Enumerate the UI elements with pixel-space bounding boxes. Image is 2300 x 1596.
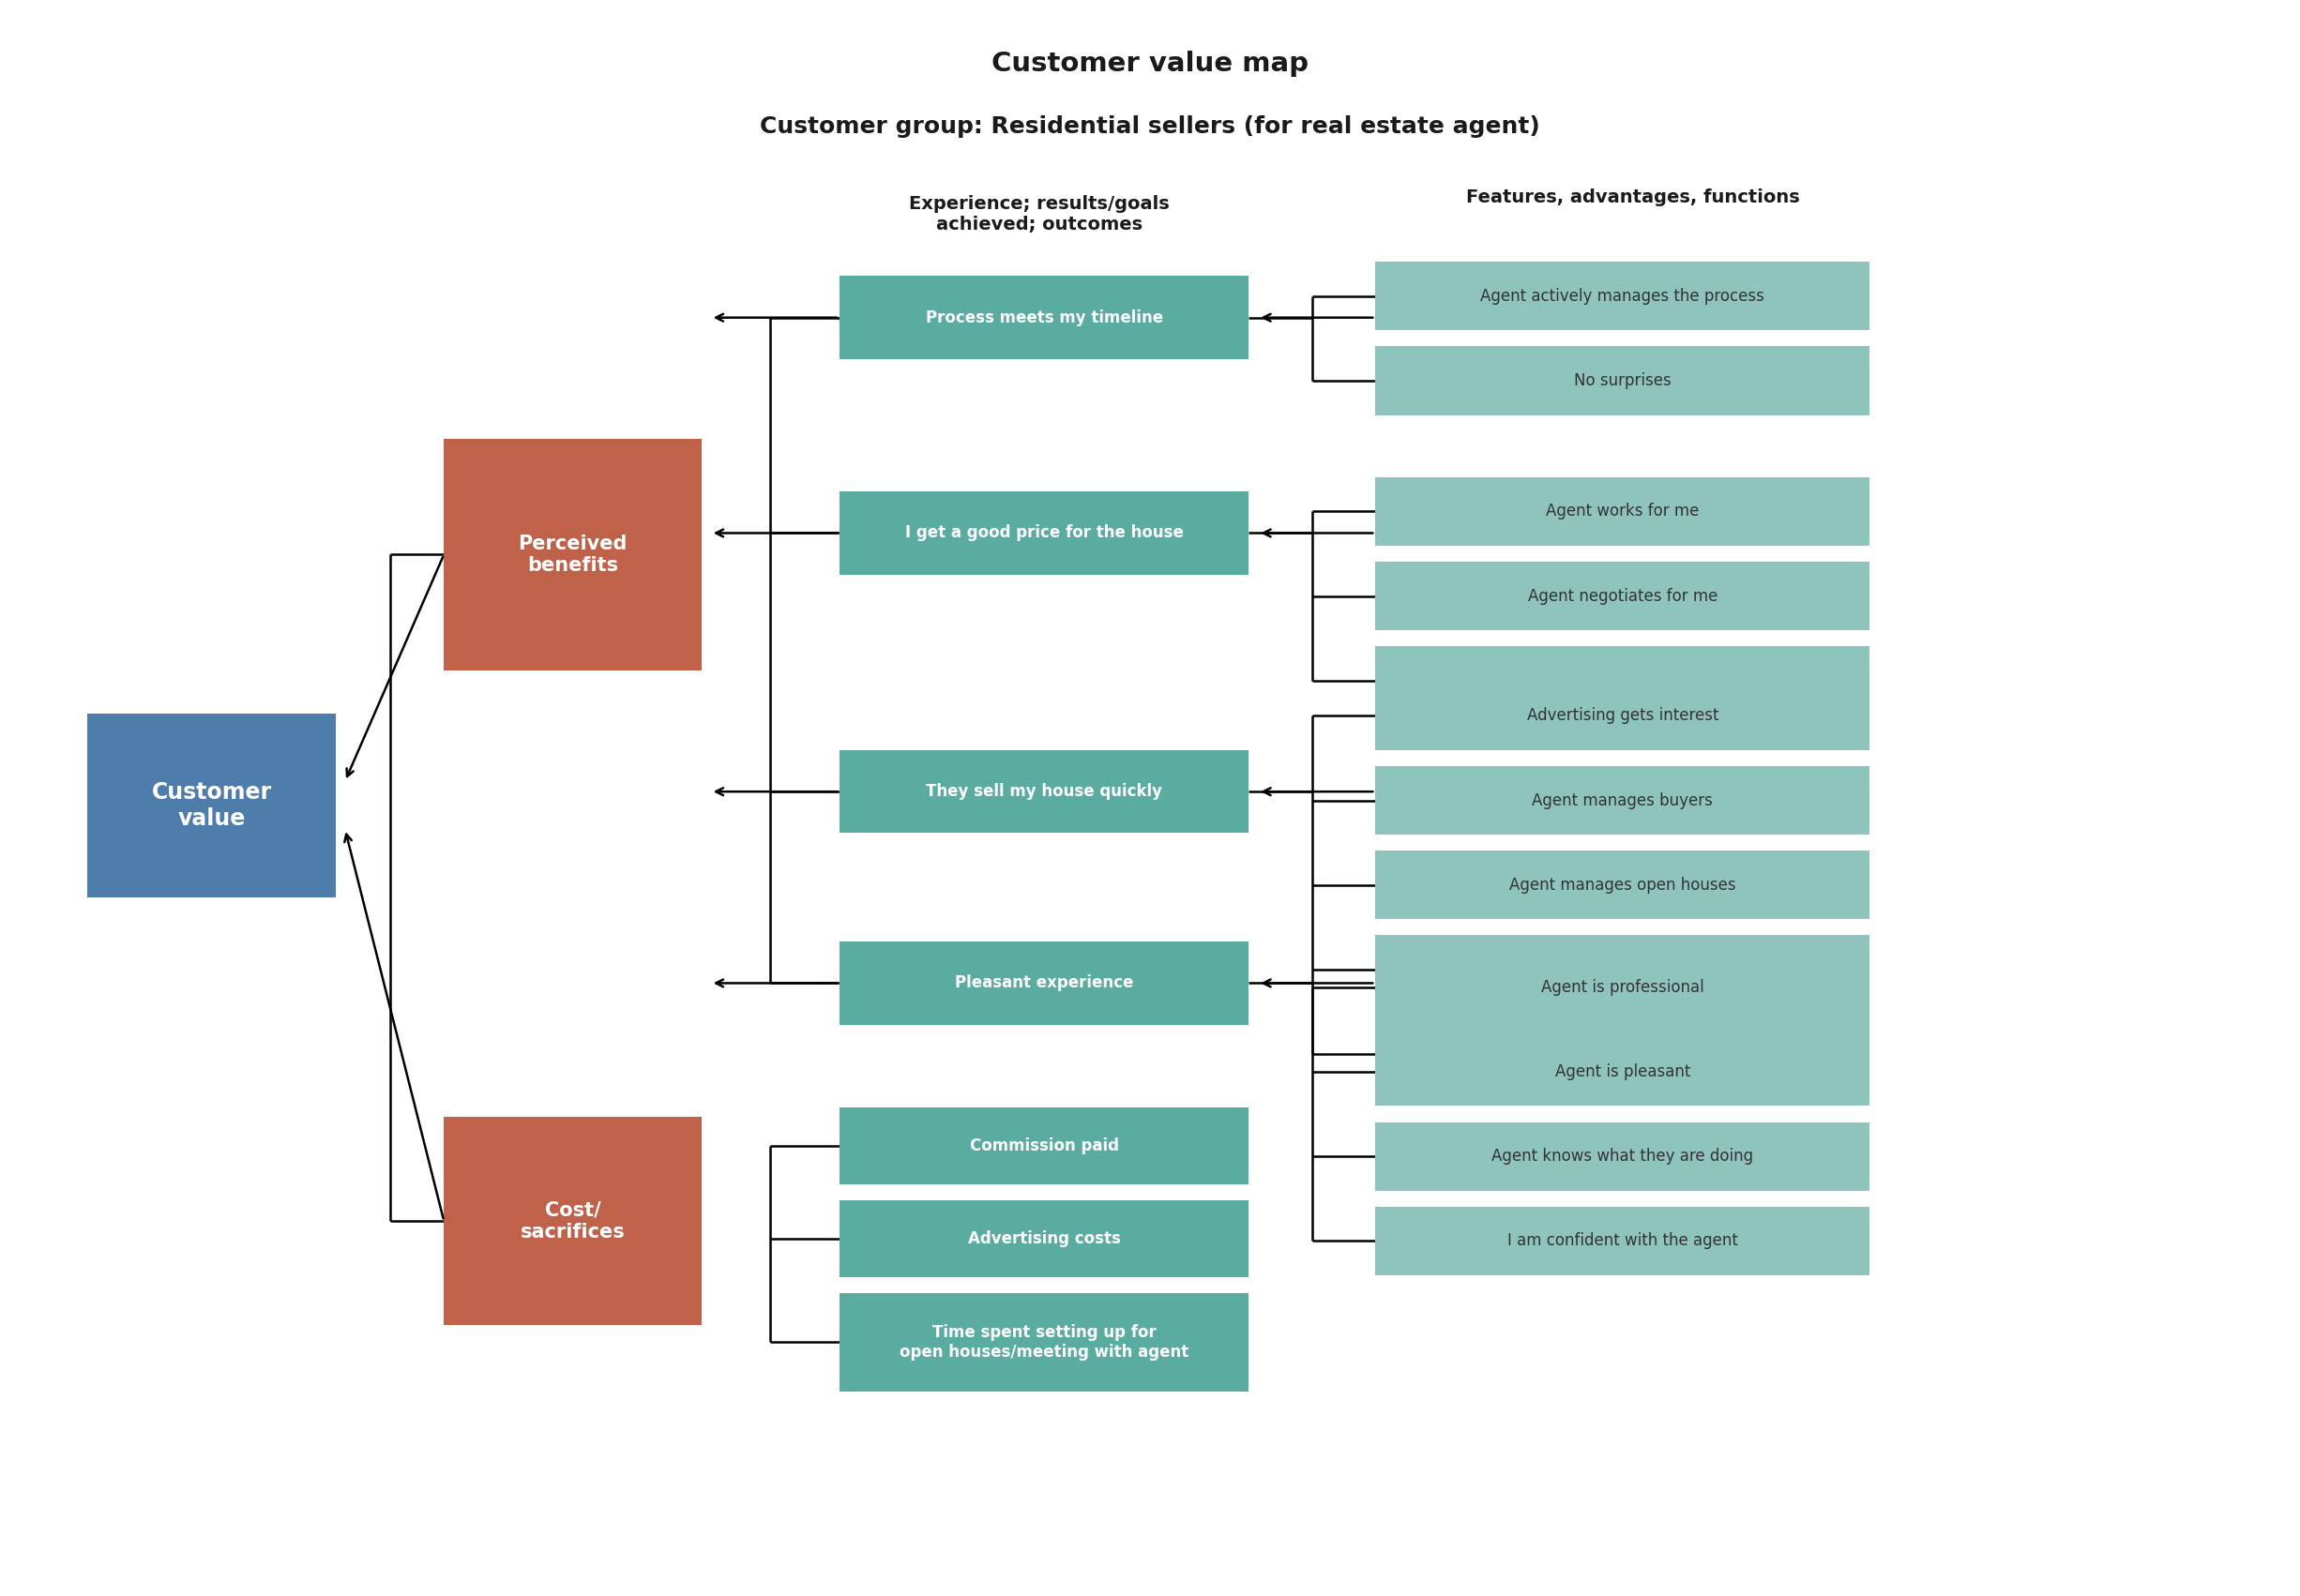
Text: Cost/
sacrifices: Cost/ sacrifices [520, 1200, 626, 1242]
FancyBboxPatch shape [1375, 766, 1870, 835]
FancyBboxPatch shape [840, 276, 1249, 359]
Text: Advertising gets interest: Advertising gets interest [1527, 707, 1718, 725]
FancyBboxPatch shape [840, 1293, 1249, 1392]
Text: Agent manages buyers: Agent manages buyers [1532, 792, 1714, 809]
FancyBboxPatch shape [444, 439, 701, 670]
Text: Customer
value: Customer value [152, 780, 271, 830]
Text: No surprises: No surprises [1573, 372, 1672, 389]
Text: Features, advantages, functions: Features, advantages, functions [1465, 188, 1801, 206]
FancyBboxPatch shape [1375, 953, 1870, 1021]
FancyBboxPatch shape [1375, 262, 1870, 330]
FancyBboxPatch shape [87, 713, 336, 897]
FancyBboxPatch shape [840, 1200, 1249, 1277]
Text: Agent knows what they are doing: Agent knows what they are doing [1493, 1148, 1753, 1165]
Text: Perceived
benefits: Perceived benefits [518, 535, 628, 575]
FancyBboxPatch shape [1375, 851, 1870, 919]
FancyBboxPatch shape [840, 492, 1249, 575]
FancyBboxPatch shape [1375, 562, 1870, 630]
Text: Advertising costs: Advertising costs [968, 1231, 1120, 1246]
FancyBboxPatch shape [1375, 346, 1870, 415]
Text: Experience; results/goals
achieved; outcomes: Experience; results/goals achieved; outc… [909, 195, 1171, 233]
FancyBboxPatch shape [840, 750, 1249, 833]
Text: I get a good price for the house: I get a good price for the house [904, 525, 1185, 541]
Text: They sell my house quickly: They sell my house quickly [927, 784, 1162, 800]
FancyBboxPatch shape [1375, 1122, 1870, 1191]
Text: Pleasant experience: Pleasant experience [954, 975, 1134, 991]
FancyBboxPatch shape [1375, 477, 1870, 546]
Text: Commission paid: Commission paid [971, 1138, 1118, 1154]
Text: Customer group: Residential sellers (for real estate agent): Customer group: Residential sellers (for… [759, 115, 1541, 137]
FancyBboxPatch shape [1375, 1037, 1870, 1106]
FancyBboxPatch shape [444, 1117, 701, 1325]
FancyBboxPatch shape [840, 1108, 1249, 1184]
Text: Customer value map: Customer value map [991, 51, 1309, 77]
Text: I am confident with the agent: I am confident with the agent [1507, 1232, 1739, 1250]
Text: Time spent setting up for
open houses/meeting with agent: Time spent setting up for open houses/me… [899, 1325, 1189, 1360]
FancyBboxPatch shape [1375, 1020, 1870, 1088]
Text: Agent works for me: Agent works for me [1546, 503, 1700, 520]
Text: Process meets my timeline: Process meets my timeline [925, 310, 1164, 326]
Text: Agent actively manages the process: Agent actively manages the process [1481, 287, 1764, 305]
Text: Agent is professional: Agent is professional [1541, 978, 1704, 996]
FancyBboxPatch shape [840, 942, 1249, 1025]
FancyBboxPatch shape [1375, 681, 1870, 750]
FancyBboxPatch shape [1375, 935, 1870, 1004]
Text: Agent manages open houses: Agent manages open houses [1509, 876, 1737, 894]
Text: Agent negotiates for me: Agent negotiates for me [1527, 587, 1718, 605]
FancyBboxPatch shape [1375, 1207, 1870, 1275]
Text: Agent is pleasant: Agent is pleasant [1555, 1063, 1690, 1080]
FancyBboxPatch shape [1375, 646, 1870, 715]
